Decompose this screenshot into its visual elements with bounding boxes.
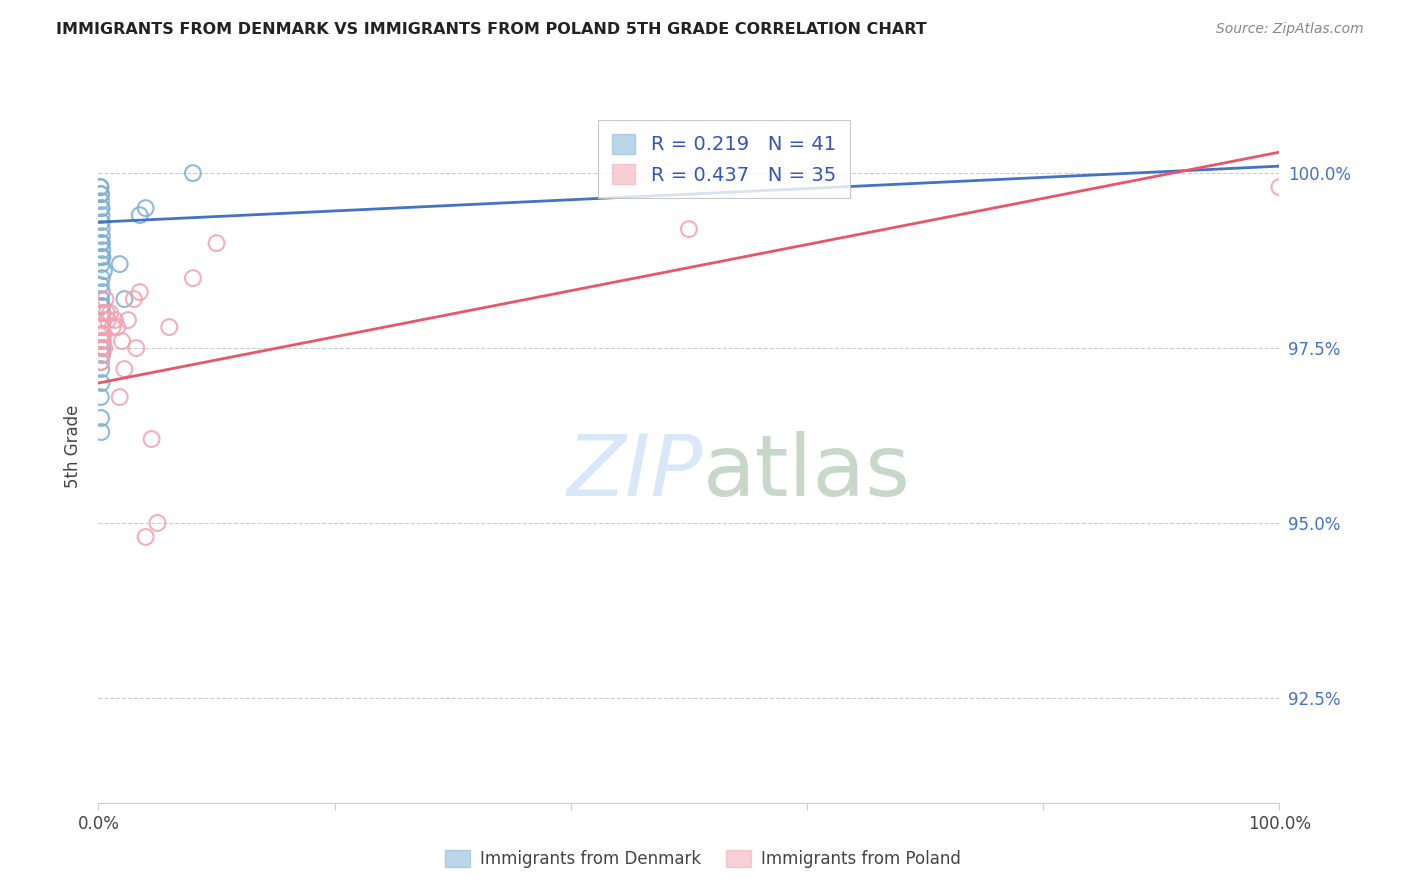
Point [146,516,169,530]
Point [90,320,112,334]
Point [90,271,112,285]
Point [91,236,114,251]
Point [90,180,112,194]
Point [90,292,112,306]
Point [91,306,114,320]
Point [90,201,112,215]
Point [111,334,134,348]
Point [90,299,112,313]
Point [90,208,112,222]
Point [91,306,114,320]
Point [90,334,112,348]
Point [93,341,115,355]
Point [90,187,112,202]
Point [135,530,157,544]
Point [90,229,112,244]
Point [91,243,114,257]
Point [90,194,112,208]
Point [181,166,204,180]
Point [101,320,124,334]
Point [91,285,114,299]
Point [678,222,700,236]
Point [108,257,131,271]
Point [117,313,139,327]
Point [90,222,112,236]
Point [91,334,114,348]
Point [90,425,112,439]
Point [90,355,112,369]
Point [91,320,114,334]
Point [112,292,135,306]
Point [90,299,112,313]
Point [94,292,117,306]
Point [205,236,228,251]
Point [91,348,114,362]
Point [90,362,112,376]
Point [91,334,114,348]
Point [91,327,114,342]
Point [90,334,112,348]
Point [128,208,150,222]
Point [90,411,112,425]
Point [128,285,150,299]
Point [90,278,112,293]
Point [91,250,114,264]
Point [90,390,112,404]
Point [90,187,112,202]
Point [90,341,112,355]
Point [135,201,157,215]
Y-axis label: 5th Grade: 5th Grade [65,404,83,488]
Point [122,292,145,306]
Point [1268,180,1291,194]
Point [157,320,180,334]
Point [91,320,114,334]
Legend: Immigrants from Denmark, Immigrants from Poland: Immigrants from Denmark, Immigrants from… [439,843,967,875]
Point [90,355,112,369]
Text: IMMIGRANTS FROM DENMARK VS IMMIGRANTS FROM POLAND 5TH GRADE CORRELATION CHART: IMMIGRANTS FROM DENMARK VS IMMIGRANTS FR… [56,22,927,37]
Point [90,201,112,215]
Point [90,376,112,390]
Text: Source: ZipAtlas.com: Source: ZipAtlas.com [1216,22,1364,37]
Point [97,313,120,327]
Point [108,390,131,404]
Point [181,271,204,285]
Point [96,306,118,320]
Point [141,432,163,446]
Text: ZIP: ZIP [567,431,703,515]
Point [93,327,115,342]
Point [89,180,111,194]
Legend: R = 0.219   N = 41, R = 0.437   N = 35: R = 0.219 N = 41, R = 0.437 N = 35 [599,120,849,198]
Point [90,250,112,264]
Point [91,313,114,327]
Point [90,320,112,334]
Point [104,313,127,327]
Point [105,320,128,334]
Point [90,236,112,251]
Point [90,257,112,271]
Point [90,215,112,229]
Point [125,341,148,355]
Point [93,264,115,278]
Point [91,341,114,355]
Text: atlas: atlas [703,431,911,515]
Point [90,348,112,362]
Point [98,306,121,320]
Point [112,362,135,376]
